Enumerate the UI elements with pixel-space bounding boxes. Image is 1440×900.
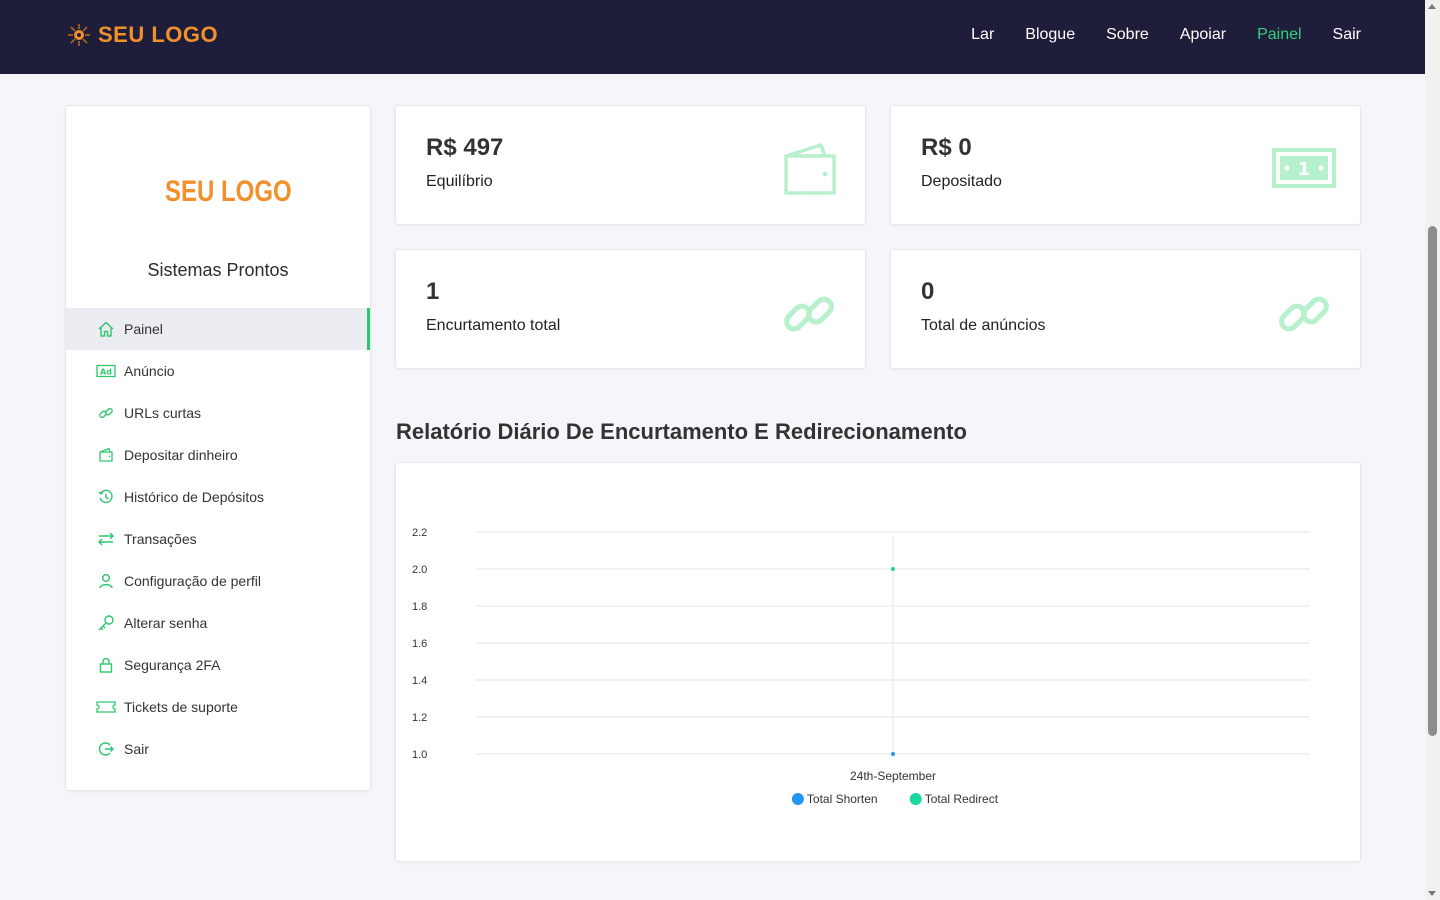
logout-icon — [96, 740, 116, 758]
main-nav: Lar Blogue Sobre Apoiar Painel Sair — [971, 26, 1361, 44]
ticket-icon — [96, 698, 116, 716]
nav-apoiar[interactable]: Apoiar — [1179, 26, 1227, 43]
y-tick-label: 1.8 — [412, 601, 427, 613]
stat-value: R$ 497 — [426, 134, 504, 161]
y-tick-label: 1.6 — [412, 638, 427, 650]
history-icon — [96, 488, 116, 506]
nav-blogue[interactable]: Blogue — [1025, 26, 1076, 43]
y-tick-label: 1.2 — [412, 712, 427, 724]
sidebar-item-perfil[interactable]: Configuração de perfil — [66, 560, 370, 602]
ad-icon: Ad — [96, 362, 116, 380]
y-tick-label: 1.4 — [412, 675, 427, 687]
sidebar-item-historico[interactable]: Histórico de Depósitos — [66, 476, 370, 518]
stat-label: Encurtamento total — [426, 317, 561, 334]
report-chart: 2.2 2.0 1.8 1.6 1.4 1.2 1.0 24th-September Total… — [412, 527, 1310, 806]
nav-sair[interactable]: Sair — [1332, 26, 1361, 43]
sidebar-item-urls[interactable]: URLs curtas — [66, 392, 370, 434]
sidebar-item-2fa[interactable]: Segurança 2FA — [66, 644, 370, 686]
legend-label: Total Shorten — [807, 792, 878, 806]
scroll-thumb[interactable] — [1428, 226, 1437, 736]
svg-text:Ad: Ad — [100, 368, 112, 377]
sidebar-item-anuncio[interactable]: Ad Anúncio — [66, 350, 370, 392]
link-icon — [96, 404, 116, 422]
top-navbar: SEU LOGO Lar Blogue Sobre Apoiar Painel … — [0, 0, 1425, 74]
key-icon — [96, 614, 116, 632]
logo-icon — [68, 24, 90, 46]
sidebar-item-label: URLs curtas — [124, 405, 202, 421]
scroll-down-arrow-icon[interactable] — [1428, 891, 1436, 896]
sidebar-item-label: Histórico de Depósitos — [124, 489, 265, 505]
money-icon: 1 — [1272, 148, 1336, 193]
sidebar-item-sair[interactable]: Sair — [66, 728, 370, 770]
sidebar-item-painel[interactable]: Painel — [66, 308, 370, 350]
stat-label: Total de anúncios — [921, 317, 1046, 334]
legend-label: Total Redirect — [925, 792, 999, 806]
stat-card-depositado: R$ 0 Depositado 1 — [890, 105, 1361, 225]
sidebar-logo: SEU LOGO — [161, 152, 292, 232]
stat-card-encurtamento: 1 Encurtamento total — [395, 249, 866, 369]
sidebar-item-depositar[interactable]: Depositar dinheiro — [66, 434, 370, 476]
y-tick-label: 1.0 — [412, 749, 427, 761]
scroll-up-arrow-icon[interactable] — [1428, 4, 1436, 9]
stat-value: 1 — [426, 278, 440, 305]
series-point-total-shorten — [891, 752, 895, 756]
brand-logo[interactable]: SEU LOGO — [66, 22, 218, 48]
sidebar-item-transacoes[interactable]: Transações — [66, 518, 370, 560]
sidebar-item-label: Depositar dinheiro — [124, 447, 238, 463]
y-tick-label: 2.0 — [412, 564, 427, 576]
transfer-icon — [96, 530, 116, 548]
brand-text: SEU LOGO — [98, 22, 219, 47]
stat-value: R$ 0 — [921, 134, 972, 161]
sidebar-item-label: Transações — [124, 531, 197, 547]
x-tick-label: 24th-September — [850, 769, 936, 783]
sidebar-item-label: Anúncio — [124, 363, 175, 379]
wallet-icon — [96, 446, 116, 464]
stat-card-anuncios: 0 Total de anúncios — [890, 249, 1361, 369]
sidebar-item-senha[interactable]: Alterar senha — [66, 602, 370, 644]
sidebar-menu: Painel Ad Anúncio URLs curtas Depositar … — [66, 308, 370, 770]
report-chart-card: 2.2 2.0 1.8 1.6 1.4 1.2 1.0 24th-September Total… — [395, 462, 1361, 862]
sidebar-item-label: Segurança 2FA — [124, 657, 221, 673]
link-icon — [781, 286, 837, 347]
stat-card-equilibrio: R$ 497 Equilíbrio — [395, 105, 866, 225]
sidebar: SEU LOGO Sistemas Prontos Painel Ad Anún… — [65, 105, 371, 791]
sidebar-title: Sistemas Prontos — [147, 260, 289, 280]
sidebar-item-tickets[interactable]: Tickets de suporte — [66, 686, 370, 728]
link-icon — [1276, 286, 1332, 347]
page-scrollbar[interactable] — [1425, 0, 1440, 900]
sidebar-item-label: Tickets de suporte — [124, 699, 238, 715]
sidebar-item-label: Painel — [124, 321, 163, 337]
nav-painel[interactable]: Painel — [1257, 26, 1302, 43]
wallet-icon — [783, 142, 837, 201]
report-title: Relatório Diário De Encurtamento E Redir… — [396, 419, 967, 444]
svg-text:1: 1 — [1298, 159, 1311, 180]
sidebar-item-label: Alterar senha — [124, 615, 208, 631]
stat-label: Equilíbrio — [426, 173, 493, 190]
legend-marker — [909, 793, 922, 805]
user-icon — [96, 572, 116, 590]
home-icon — [96, 320, 116, 338]
stat-label: Depositado — [921, 173, 1002, 190]
legend-marker — [791, 793, 804, 805]
lock-icon — [96, 656, 116, 674]
y-tick-label: 2.2 — [412, 527, 427, 539]
sidebar-item-label: Configuração de perfil — [124, 573, 261, 589]
nav-lar[interactable]: Lar — [971, 26, 995, 43]
nav-sobre[interactable]: Sobre — [1106, 26, 1149, 43]
stat-value: 0 — [921, 278, 935, 305]
series-point-total-redirect — [891, 567, 895, 571]
sidebar-item-label: Sair — [124, 741, 149, 757]
sidebar-logo-text: SEU LOGO — [165, 175, 292, 208]
